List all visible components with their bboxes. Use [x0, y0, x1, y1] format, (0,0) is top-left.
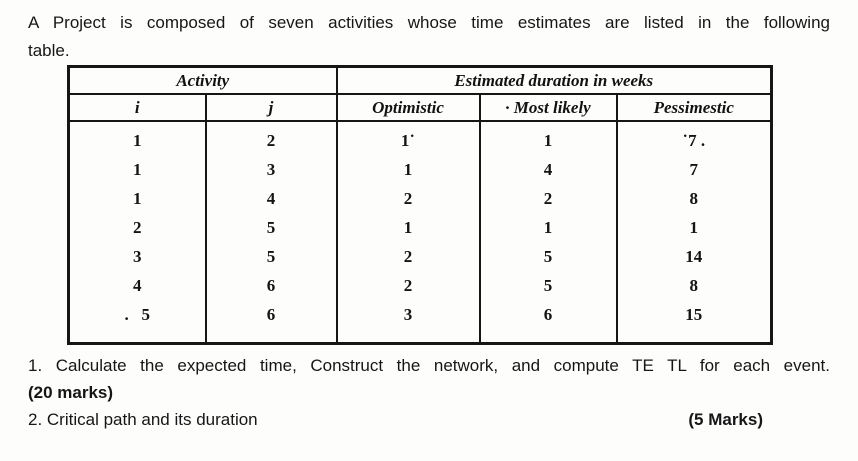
table-cell: 2	[335, 184, 481, 213]
question-2-text: 2. Critical path and its duration	[28, 410, 258, 429]
table-cell: 4	[67, 271, 207, 300]
table-cell: 2	[204, 121, 338, 155]
column-header-most-likely: · Most likely	[478, 93, 618, 122]
table-cell: 8	[615, 184, 773, 213]
table-row: 1 3 1 4 7	[67, 155, 773, 184]
table-cell: 5	[478, 271, 618, 300]
activity-estimates-table: Activity Estimated duration in weeks i j…	[67, 65, 774, 345]
table-cell: 3	[335, 300, 481, 344]
table-cell: 15	[615, 300, 773, 344]
intro-line-1: A Project is composed of seven activitie…	[28, 13, 830, 32]
questions-section: 1. Calculate the expected time, Construc…	[28, 352, 830, 433]
table-cell: 6	[204, 300, 338, 344]
table-row: 2 5 1 1 1	[67, 213, 773, 242]
column-header-row: i j Optimistic · Most likely Pessimestic	[67, 93, 773, 122]
table-cell: 7	[615, 155, 773, 184]
table-cell: 5	[478, 242, 618, 271]
question-1-marks: (20 marks)	[28, 383, 114, 402]
column-header-optimistic: Optimistic	[335, 93, 481, 122]
table-cell: 1	[67, 121, 207, 155]
table-cell: 2	[335, 242, 481, 271]
table-cell: 6	[204, 271, 338, 300]
table-cell: 8	[615, 271, 773, 300]
group-header-duration: Estimated duration in weeks	[335, 65, 773, 95]
column-header-j: j	[204, 93, 338, 122]
table-cell: 2	[478, 184, 618, 213]
column-header-pessimistic: Pessimestic	[615, 93, 773, 122]
table-cell: 6	[478, 300, 618, 344]
table-row: 3 5 2 5 14	[67, 242, 773, 271]
table-cell: 1	[478, 121, 618, 155]
question-1-text: 1. Calculate the expected time, Construc…	[28, 356, 830, 375]
table-cell: 14	[615, 242, 773, 271]
table-cell: . 5	[67, 300, 207, 344]
table-cell: 5	[204, 242, 338, 271]
question-2-row: 2. Critical path and its duration (5 Mar…	[28, 406, 830, 433]
table-cell: 3	[67, 242, 207, 271]
activity-table-container: Activity Estimated duration in weeks i j…	[67, 65, 774, 345]
table-cell: 3	[204, 155, 338, 184]
table-cell: ˙7 .	[615, 121, 773, 155]
table-row: 4 6 2 5 8	[67, 271, 773, 300]
intro-paragraph: A Project is composed of seven activitie…	[28, 9, 830, 65]
table-cell: 2	[335, 271, 481, 300]
table-row: 1 2 1˙ 1 ˙7 .	[67, 121, 773, 155]
table-cell: 1	[335, 213, 481, 242]
table-cell: 1	[335, 155, 481, 184]
group-header-activity: Activity	[67, 65, 338, 95]
table-cell: 1	[615, 213, 773, 242]
table-cell: 4	[204, 184, 338, 213]
table-cell: 2	[67, 213, 207, 242]
table-row: . 5 6 3 6 15	[67, 300, 773, 344]
table-cell: 1	[67, 184, 207, 213]
column-header-i: i	[67, 93, 207, 122]
table-cell: 5	[204, 213, 338, 242]
table-cell: 1˙	[335, 121, 481, 155]
table-cell: 1	[67, 155, 207, 184]
group-header-row: Activity Estimated duration in weeks	[67, 65, 773, 95]
table-row: 1 4 2 2 8	[67, 184, 773, 213]
table-cell: 4	[478, 155, 618, 184]
intro-line-2: table.	[28, 41, 70, 60]
table-cell: 1	[478, 213, 618, 242]
question-2-marks: (5 Marks)	[688, 410, 763, 429]
